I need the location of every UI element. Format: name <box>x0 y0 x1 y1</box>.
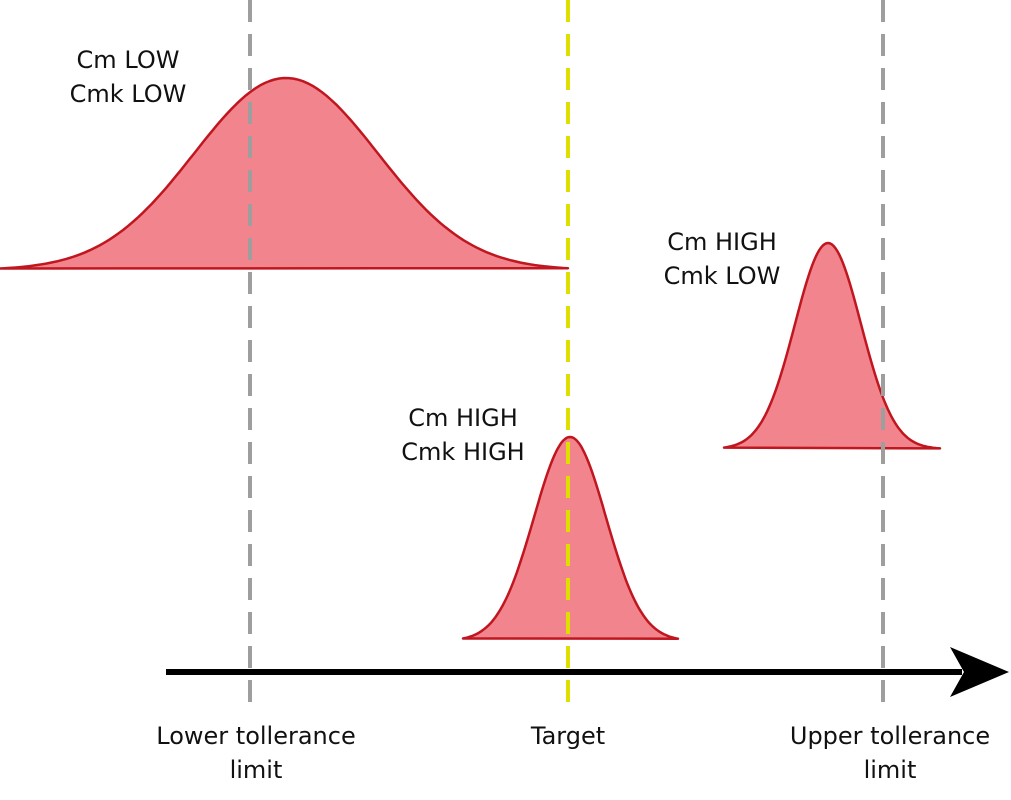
wide-distribution-label-cmk: Cmk LOW <box>70 80 187 108</box>
centered-distribution-label-cm: Cm HIGH <box>408 404 518 432</box>
target-label: Target <box>530 722 605 750</box>
lower-tolerance-label-line2: limit <box>230 756 283 784</box>
axis-arrowhead <box>950 647 1009 697</box>
shifted-distribution-curve <box>722 241 942 450</box>
centered-distribution-curve <box>461 435 680 640</box>
wide-distribution-curve <box>0 76 570 270</box>
upper-tolerance-label: Upper tollerance <box>790 722 990 750</box>
wide-distribution-label-cm: Cm LOW <box>77 46 180 74</box>
upper-tolerance-label-line2: limit <box>864 756 917 784</box>
shifted-distribution-label-cm: Cm HIGH <box>667 228 777 256</box>
shifted-distribution-label-cmk: Cmk LOW <box>664 262 781 290</box>
lower-tolerance-label: Lower tollerance <box>156 722 355 750</box>
centered-distribution-label-cmk: Cmk HIGH <box>401 438 524 466</box>
